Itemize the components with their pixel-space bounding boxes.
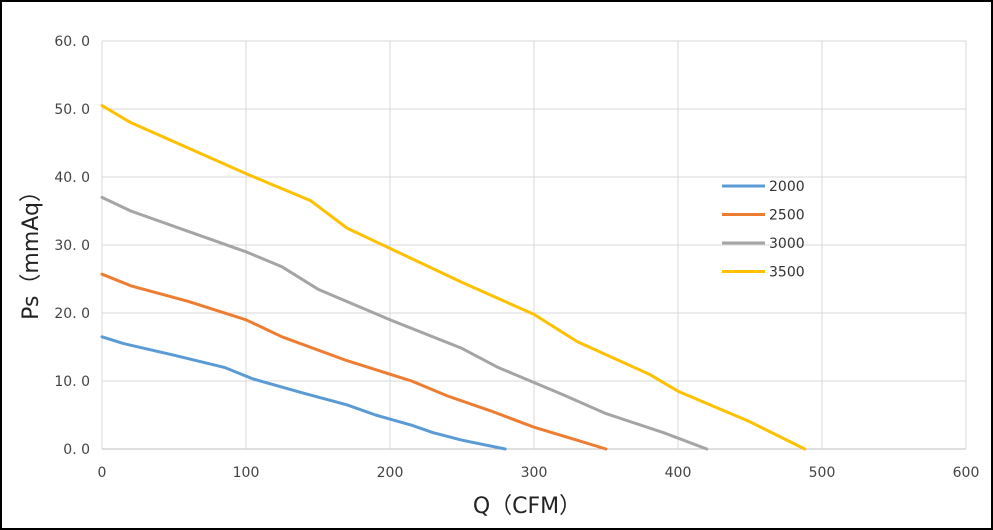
- legend-label-3500: 3500: [769, 265, 805, 281]
- series-line-2500: [100, 272, 608, 451]
- x-tick-label: 100: [233, 465, 260, 481]
- y-tick-label: 0. 0: [63, 442, 90, 458]
- x-axis-label: Q（CFM）: [473, 494, 581, 519]
- legend: 2000 2500 3000 3500: [722, 179, 805, 281]
- y-tick-label: 10. 0: [54, 374, 90, 390]
- legend-label-2500: 2500: [769, 208, 805, 224]
- series-line-3000: [100, 195, 709, 451]
- x-tick-label: 0: [98, 465, 107, 481]
- x-axis-ticks: 0 100 200 300 400 500 600: [98, 465, 980, 481]
- legend-label-2000: 2000: [769, 179, 805, 195]
- y-tick-label: 60. 0: [54, 34, 90, 50]
- y-tick-label: 30. 0: [54, 238, 90, 254]
- x-tick-label: 500: [809, 465, 836, 481]
- legend-label-3000: 3000: [769, 236, 805, 252]
- x-tick-label: 300: [521, 465, 548, 481]
- y-tick-label: 50. 0: [54, 102, 90, 118]
- x-tick-label: 400: [665, 465, 692, 481]
- series-group: [100, 104, 807, 451]
- y-axis-label: Ps（mmAq）: [19, 180, 44, 320]
- y-tick-label: 40. 0: [54, 170, 90, 186]
- x-tick-label: 600: [953, 465, 980, 481]
- series-line-3500: [100, 104, 807, 451]
- y-tick-label: 20. 0: [54, 306, 90, 322]
- y-axis-ticks: 0. 0 10. 0 20. 0 30. 0 40. 0 50. 0 60. 0: [54, 34, 90, 458]
- grid-lines: [101, 40, 967, 450]
- x-tick-label: 200: [377, 465, 404, 481]
- series-line-2000: [100, 335, 507, 451]
